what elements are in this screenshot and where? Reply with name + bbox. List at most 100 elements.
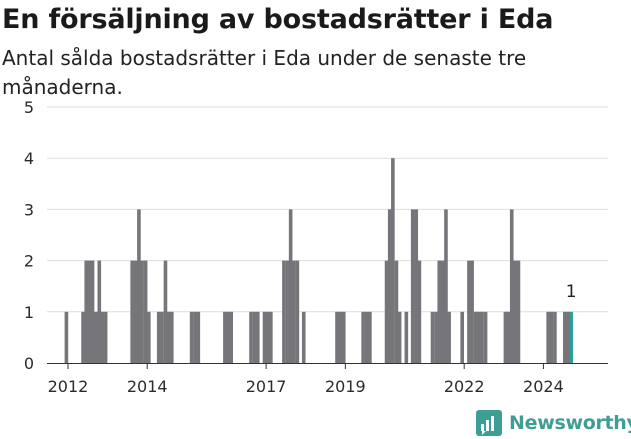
bar xyxy=(338,311,342,363)
bar xyxy=(397,311,402,363)
bar xyxy=(437,260,442,363)
bar xyxy=(444,209,448,363)
bar xyxy=(282,260,286,363)
bar xyxy=(193,311,197,363)
bar xyxy=(549,311,554,363)
x-tick-label: 2017 xyxy=(246,377,287,396)
bar xyxy=(288,209,293,363)
x-tick-label: 2014 xyxy=(127,377,168,396)
bar xyxy=(361,311,365,363)
bar xyxy=(417,260,422,363)
bar xyxy=(262,311,267,363)
bar xyxy=(140,260,144,363)
bar xyxy=(477,311,481,363)
bar xyxy=(470,260,474,363)
bar xyxy=(255,311,260,363)
y-tick-label: 1 xyxy=(24,303,34,322)
x-axis xyxy=(47,363,608,369)
y-axis-tick-labels: 0 1 2 3 4 5 xyxy=(24,98,34,373)
bar xyxy=(226,311,230,363)
bar xyxy=(563,311,567,363)
y-tick-label: 3 xyxy=(24,200,34,219)
bar xyxy=(404,311,409,363)
bar xyxy=(440,260,445,363)
y-tick-label: 2 xyxy=(24,252,34,271)
bar xyxy=(229,311,234,363)
bar xyxy=(249,311,253,363)
bar xyxy=(189,311,194,363)
bar xyxy=(81,311,85,363)
bar xyxy=(434,311,438,363)
bar xyxy=(87,260,92,363)
highlight-data-label: 1 xyxy=(566,282,577,302)
bar xyxy=(566,311,570,363)
bar xyxy=(513,260,518,363)
x-axis-tick-labels: 2012 2014 2017 2019 2022 2024 xyxy=(48,377,564,396)
x-tick-label: 2024 xyxy=(523,377,564,396)
bar xyxy=(163,260,168,363)
bar xyxy=(473,311,478,363)
bar xyxy=(103,311,108,363)
newsworthy-logo: Newsworthy xyxy=(476,407,631,439)
brand-name: Newsworthy xyxy=(509,412,631,434)
bar xyxy=(368,311,372,363)
y-tick-label: 4 xyxy=(24,149,34,168)
bar xyxy=(143,260,148,363)
bar xyxy=(196,311,201,363)
bar xyxy=(335,311,339,363)
data-labels: 1 xyxy=(566,282,577,302)
x-tick-label: 2012 xyxy=(48,377,89,396)
bar xyxy=(269,311,273,363)
bar xyxy=(64,311,69,363)
chart-title: En försäljning av bostadsrätter i Eda xyxy=(2,4,554,35)
bar xyxy=(394,260,399,363)
x-tick-label: 2022 xyxy=(444,377,485,396)
bar xyxy=(93,311,98,363)
y-tick-label: 5 xyxy=(24,98,34,117)
bar xyxy=(341,311,346,363)
bar xyxy=(90,260,95,363)
bar xyxy=(506,311,511,363)
bar xyxy=(137,209,141,363)
bar xyxy=(147,311,151,363)
bar xyxy=(387,209,392,363)
bar xyxy=(97,260,102,363)
bar-highlight xyxy=(569,311,573,363)
bar xyxy=(364,311,369,363)
bar xyxy=(503,311,508,363)
bar xyxy=(391,158,395,363)
newsworthy-chart-icon xyxy=(476,410,502,436)
bar xyxy=(553,311,557,363)
bar xyxy=(265,311,270,363)
bar xyxy=(156,311,161,363)
bar xyxy=(166,311,171,363)
bar xyxy=(483,311,488,363)
bar xyxy=(546,311,550,363)
bar xyxy=(509,209,514,363)
bars xyxy=(64,158,573,363)
bar xyxy=(414,209,419,363)
bar xyxy=(480,311,484,363)
bar xyxy=(160,311,164,363)
bar xyxy=(430,311,435,363)
bar xyxy=(516,260,521,363)
bar xyxy=(84,260,89,363)
bar xyxy=(384,260,389,363)
bar xyxy=(467,260,471,363)
bar xyxy=(223,311,227,363)
bar xyxy=(447,311,451,363)
chart-subtitle: Antal sålda bostadsrätter i Eda under de… xyxy=(2,46,527,99)
bar xyxy=(292,260,296,363)
bar xyxy=(130,260,134,363)
x-tick-label: 2019 xyxy=(325,377,366,396)
bar xyxy=(460,311,464,363)
bar xyxy=(301,311,306,363)
bar xyxy=(295,260,300,363)
bar xyxy=(170,311,174,363)
bar xyxy=(410,209,415,363)
bar xyxy=(133,260,138,363)
y-tick-label: 0 xyxy=(24,354,34,373)
bar xyxy=(100,311,105,363)
bar xyxy=(285,260,290,363)
